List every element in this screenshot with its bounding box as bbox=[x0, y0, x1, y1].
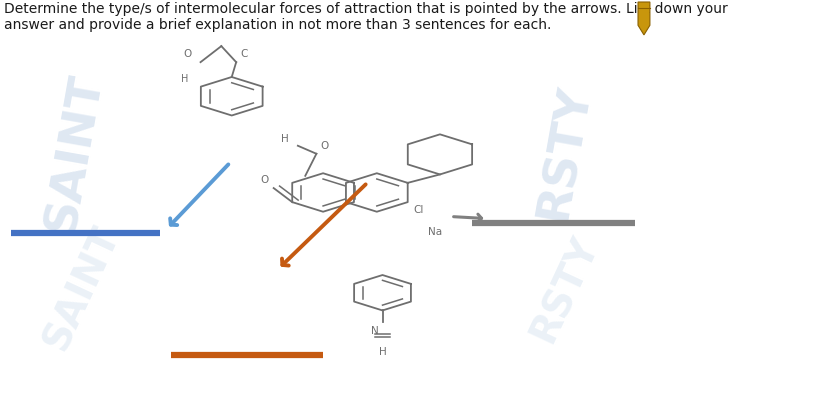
Text: O: O bbox=[261, 175, 269, 185]
Text: H: H bbox=[281, 134, 289, 144]
Text: H: H bbox=[180, 74, 188, 84]
Text: C: C bbox=[240, 49, 247, 59]
Text: O: O bbox=[183, 49, 191, 59]
Text: SAINT: SAINT bbox=[38, 69, 110, 235]
Text: O: O bbox=[320, 140, 328, 150]
Text: RSTY: RSTY bbox=[530, 81, 598, 224]
Text: RSTY: RSTY bbox=[523, 230, 605, 348]
Text: SAINT: SAINT bbox=[36, 221, 127, 356]
Text: Na: Na bbox=[428, 227, 442, 237]
Text: Cl: Cl bbox=[414, 205, 423, 215]
Text: N: N bbox=[370, 326, 378, 336]
Text: H: H bbox=[378, 347, 386, 357]
Polygon shape bbox=[638, 2, 649, 35]
Text: Determine the type/s of intermolecular forces of attraction that is pointed by t: Determine the type/s of intermolecular f… bbox=[3, 2, 727, 32]
